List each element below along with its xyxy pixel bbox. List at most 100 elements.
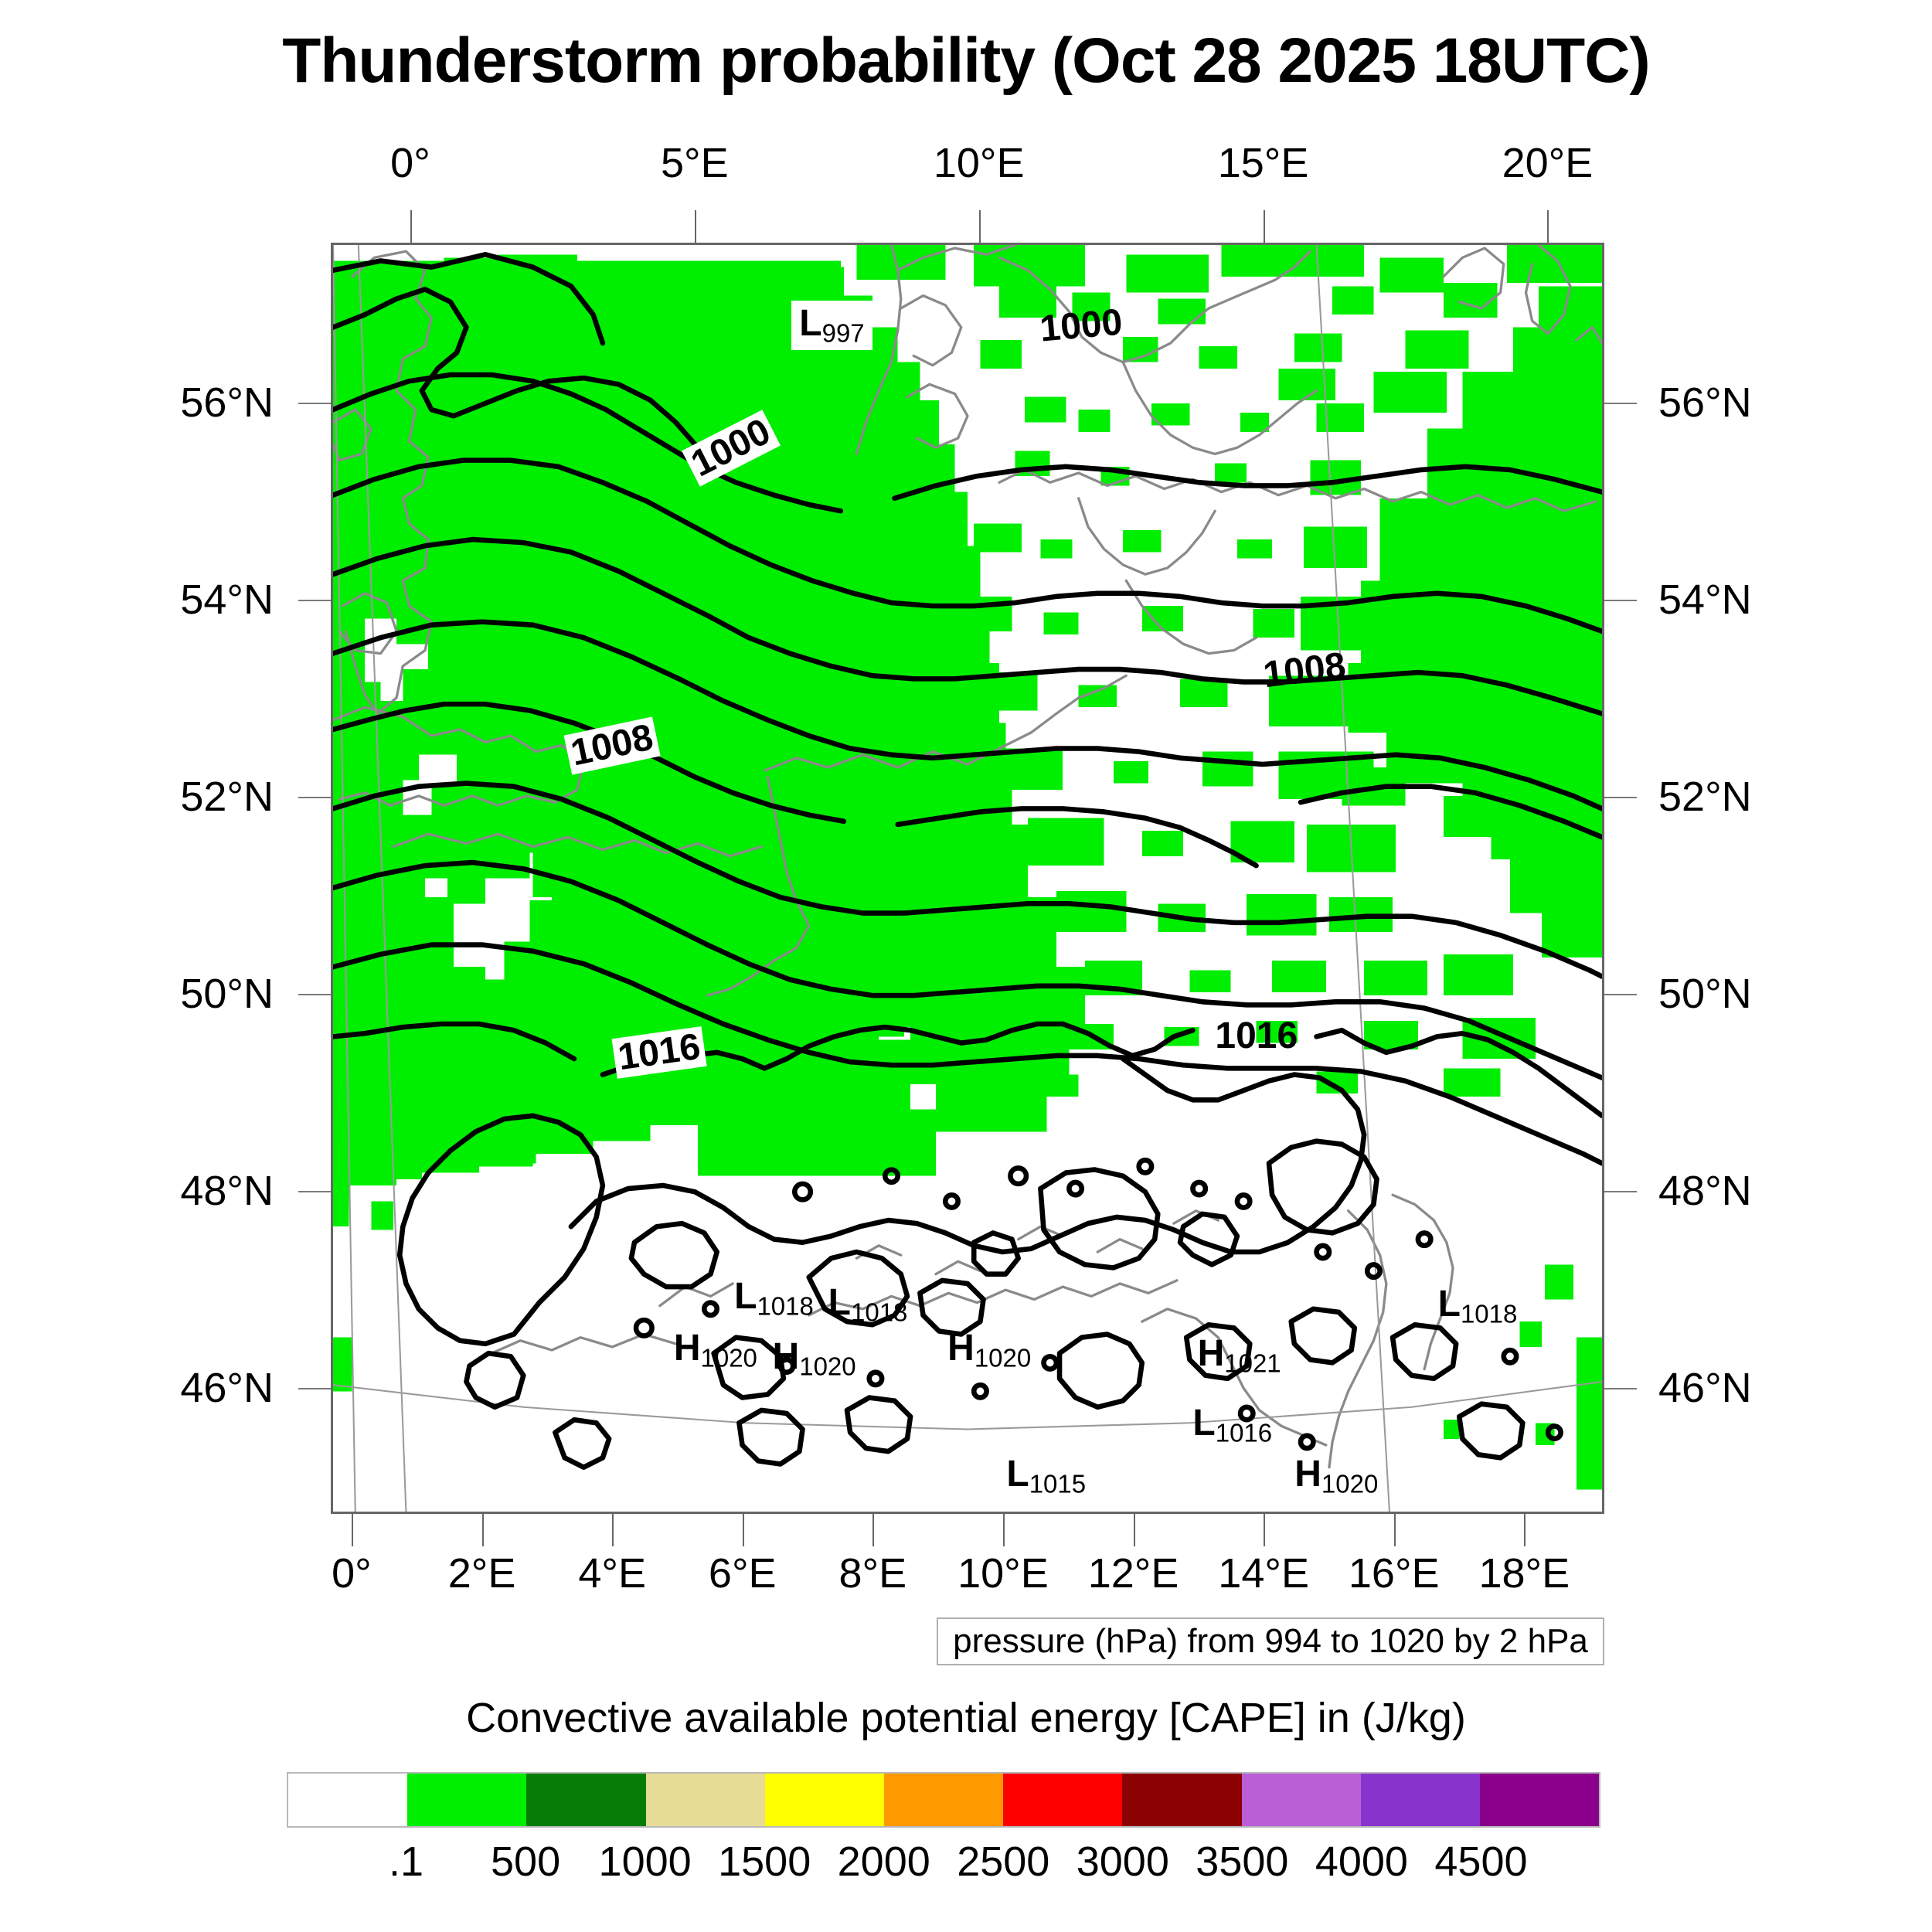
colorbar-segment-8[interactable] xyxy=(1241,1774,1361,1826)
colorbar-label-5: 2500 xyxy=(957,1838,1050,1885)
cape-blocks xyxy=(333,245,1602,1490)
axis-label-bottom-5: 10°E xyxy=(957,1550,1049,1597)
colorbar-label-7: 3500 xyxy=(1196,1838,1289,1885)
graticule-layer xyxy=(333,245,1602,1512)
map-plot-area[interactable]: 1000 1000 1008 1008 1016 1016 L997 L1018 L1018 H… xyxy=(331,243,1604,1514)
axis-label-bottom-1: 2°E xyxy=(447,1550,516,1597)
tick-right-2 xyxy=(1604,796,1637,798)
colorbar-segment-10[interactable] xyxy=(1479,1774,1600,1826)
tick-bottom-1 xyxy=(481,1514,484,1546)
tick-left-2 xyxy=(298,796,331,798)
colorbar-label-1: 500 xyxy=(491,1838,561,1885)
colorbar-label-4: 2000 xyxy=(837,1838,930,1885)
axis-label-top-1: 5°E xyxy=(661,140,729,186)
pressure-center-l-1015-m10: L1015 xyxy=(1006,1453,1087,1498)
tick-right-5 xyxy=(1604,1387,1637,1389)
colorbar-segment-7[interactable] xyxy=(1122,1774,1242,1826)
pressure-center-l-1018-m2: L1018 xyxy=(734,1275,814,1320)
pressure-contours-layer xyxy=(333,252,1602,1470)
tick-bottom-0 xyxy=(351,1514,353,1546)
colorbar-label-0: .1 xyxy=(389,1838,424,1885)
axis-label-top-0: 0° xyxy=(390,140,430,186)
axis-label-bottom-4: 8°E xyxy=(838,1550,907,1597)
colorbar-tick-labels: .1 500 1000 1500 2000 2500 3000 3500 4000 4500 xyxy=(287,1838,1600,1892)
axis-label-right-4: 48°N xyxy=(1658,1167,1752,1214)
tick-bottom-9 xyxy=(1524,1514,1526,1546)
graticule-meridian-0 xyxy=(333,245,356,1512)
cape-filled-field xyxy=(333,245,1602,1490)
colorbar-segment-5[interactable] xyxy=(883,1774,1004,1826)
axis-label-left-0: 56°N xyxy=(180,379,274,426)
axis-label-top-4: 20°E xyxy=(1502,140,1594,186)
tick-top-0 xyxy=(410,210,412,243)
tick-bottom-3 xyxy=(742,1514,744,1546)
pressure-center-l-1018-m8: L1018 xyxy=(1437,1283,1518,1328)
axis-label-right-3: 50°N xyxy=(1658,970,1752,1017)
coastlines-layer xyxy=(333,245,1602,1469)
pressure-center-l-1018-m3: L1018 xyxy=(828,1281,908,1327)
pressure-center-l-997-m1: L997 xyxy=(791,300,872,351)
tick-bottom-2 xyxy=(612,1514,614,1546)
axis-label-right-0: 56°N xyxy=(1658,379,1752,426)
axis-label-right-2: 52°N xyxy=(1658,773,1752,820)
colorbar-segment-9[interactable] xyxy=(1360,1774,1480,1826)
colorbar-segment-4[interactable] xyxy=(764,1774,884,1826)
axis-label-bottom-7: 14°E xyxy=(1218,1550,1309,1597)
pressure-range-note: pressure (hPa) from 994 to 1020 by 2 hPa xyxy=(937,1617,1604,1665)
tick-top-2 xyxy=(978,210,981,243)
colorbar-label-9: 4500 xyxy=(1434,1838,1528,1885)
axis-label-bottom-0: 0° xyxy=(332,1550,372,1597)
graticule-meridian-a xyxy=(357,245,407,1512)
page-title: Thunderstorm probability (Oct 28 2025 18… xyxy=(282,26,1651,96)
axis-label-left-2: 52°N xyxy=(180,773,274,820)
tick-bottom-8 xyxy=(1393,1514,1396,1546)
axis-label-left-4: 48°N xyxy=(180,1167,274,1214)
axis-label-bottom-6: 12°E xyxy=(1087,1550,1179,1597)
colorbar-title: Convective available potential energy [C… xyxy=(466,1695,1466,1741)
axis-label-top-3: 15°E xyxy=(1217,140,1309,186)
axis-label-bottom-2: 4°E xyxy=(578,1550,646,1597)
tick-bottom-4 xyxy=(872,1514,875,1546)
tick-left-4 xyxy=(298,1190,331,1192)
axis-label-left-1: 54°N xyxy=(180,576,274,623)
pressure-center-h-1020-m4: H1020 xyxy=(673,1328,757,1372)
tick-right-4 xyxy=(1604,1190,1637,1192)
tick-left-1 xyxy=(298,599,331,601)
axis-label-right-1: 54°N xyxy=(1658,576,1752,623)
tick-right-1 xyxy=(1604,599,1637,601)
contour-label-1000-c2: 1000 xyxy=(1038,301,1124,350)
colorbar-segment-0[interactable] xyxy=(288,1774,408,1826)
axis-label-left-5: 46°N xyxy=(180,1364,274,1411)
tick-top-4 xyxy=(1547,210,1549,243)
tick-left-3 xyxy=(298,993,331,995)
cape-colorbar[interactable] xyxy=(287,1772,1600,1828)
axis-label-right-5: 46°N xyxy=(1658,1364,1752,1411)
pressure-center-l-1016-m9: L1016 xyxy=(1192,1403,1273,1447)
colorbar-label-6: 3000 xyxy=(1076,1838,1169,1885)
colorbar-label-3: 1500 xyxy=(718,1838,811,1885)
colorbar-segment-6[interactable] xyxy=(1003,1774,1123,1826)
tick-right-3 xyxy=(1604,993,1637,995)
pressure-center-h-1020-m6: H1020 xyxy=(947,1328,1032,1372)
pressure-center-h-1020-m5: H1020 xyxy=(772,1335,856,1380)
tick-top-1 xyxy=(694,210,696,243)
tick-left-0 xyxy=(298,402,331,404)
tick-left-5 xyxy=(298,1387,331,1389)
colorbar-label-8: 4000 xyxy=(1315,1838,1408,1885)
tick-bottom-5 xyxy=(1002,1514,1005,1546)
contour-label-1016-c6: 1016 xyxy=(1215,1015,1298,1056)
axis-label-left-3: 50°N xyxy=(180,970,274,1017)
axis-label-bottom-3: 6°E xyxy=(708,1550,777,1597)
tick-top-3 xyxy=(1263,210,1265,243)
axis-label-bottom-9: 18°E xyxy=(1478,1550,1570,1597)
axis-label-top-2: 10°E xyxy=(933,140,1025,186)
tick-bottom-6 xyxy=(1133,1514,1135,1546)
colorbar-label-2: 1000 xyxy=(598,1838,692,1885)
pressure-center-h-1020-m11: H1020 xyxy=(1294,1453,1379,1498)
colorbar-segment-1[interactable] xyxy=(407,1774,527,1826)
colorbar-segment-3[interactable] xyxy=(645,1774,765,1826)
tick-bottom-7 xyxy=(1264,1514,1266,1546)
colorbar-segment-2[interactable] xyxy=(526,1774,646,1826)
axis-label-bottom-8: 16°E xyxy=(1348,1550,1440,1597)
